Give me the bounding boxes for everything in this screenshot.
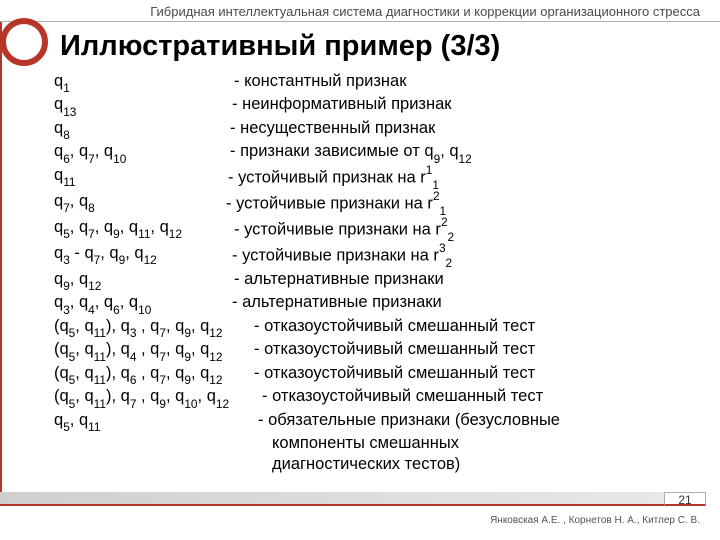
row-right: - альтернативные признаки — [234, 269, 444, 292]
row-left: q9, q12 — [54, 269, 234, 292]
row-right: - отказоустойчивый смешанный тест — [254, 363, 535, 386]
row-left: (q5, q11), q3 , q7, q9, q12 — [54, 316, 254, 339]
row-left: (q5, q11), q7 , q9, q10, q12 — [54, 386, 262, 409]
row-left: q1 — [54, 71, 234, 94]
row-left: q7, q8 — [54, 191, 226, 217]
row-right: - константный признак — [234, 71, 406, 94]
content-row: q8- несущественный признак — [54, 118, 700, 141]
row-left: q5, q11 — [54, 410, 258, 433]
row-right: - отказоустойчивый смешанный тест — [254, 316, 535, 339]
row-left: q6, q7, q10 — [54, 141, 230, 164]
row-right: - устойчивые признаки на r32 — [232, 243, 452, 269]
row-left: q5, q7, q9, q11, q12 — [54, 217, 234, 243]
content-body: q1- константный признакq13- неинформатив… — [0, 69, 720, 475]
content-row: q11- устойчивый признак на r11 — [54, 165, 700, 191]
row-right: - устойчивый признак на r11 — [228, 165, 439, 191]
row-right: - обязательные признаки (безусловные — [258, 410, 560, 433]
row-left: (q5, q11), q6 , q7, q9, q12 — [54, 363, 254, 386]
logo-icon — [0, 18, 48, 66]
content-row: q5, q7, q9, q11, q12- устойчивые признак… — [54, 217, 700, 243]
row-right: - устойчивые признаки на r22 — [234, 217, 454, 243]
bar-gradient — [0, 492, 664, 506]
content-row: q6, q7, q10- признаки зависимые от q9, q… — [54, 141, 700, 164]
row-left: q11 — [54, 165, 228, 191]
row-left: (q5, q11), q4 , q7, q9, q12 — [54, 339, 254, 362]
accent-edge — [0, 22, 2, 492]
row-right: - отказоустойчивый смешанный тест — [254, 339, 535, 362]
page-title: Иллюстративный пример (3/3) — [0, 22, 720, 69]
content-row: q5, q11- обязательные признаки (безуслов… — [54, 410, 700, 433]
content-row: q1- константный признак — [54, 71, 700, 94]
content-row: q13- неинформативный признак — [54, 94, 700, 117]
row-left: q3 - q7, q9, q12 — [54, 243, 232, 269]
content-row: (q5, q11), q3 , q7, q9, q12- отказоустой… — [54, 316, 700, 339]
row-left: q8 — [54, 118, 230, 141]
page-number-box: 21 — [664, 492, 706, 506]
row-right: - отказоустойчивый смешанный тест — [262, 386, 543, 409]
row-right: - устойчивые признаки на r21 — [226, 191, 446, 217]
content-row: q9, q12- альтернативные признаки — [54, 269, 700, 292]
content-row: q7, q8- устойчивые признаки на r21 — [54, 191, 700, 217]
content-row: (q5, q11), q4 , q7, q9, q12- отказоустой… — [54, 339, 700, 362]
row-right: - несущественный признак — [230, 118, 435, 141]
bottom-bar: 21 — [0, 492, 720, 506]
content-row: q3 - q7, q9, q12- устойчивые признаки на… — [54, 243, 700, 269]
row-left: q3, q4, q6, q10 — [54, 292, 232, 315]
header-section: Гибридная интеллектуальная система диагн… — [0, 0, 720, 22]
row-left: q13 — [54, 94, 232, 117]
content-row: q3, q4, q6, q10- альтернативные признаки — [54, 292, 700, 315]
footer-authors: Янковская А.Е. , Корнетов Н. А., Китлер … — [490, 515, 700, 526]
row-right: - альтернативные признаки — [232, 292, 442, 315]
content-row: (q5, q11), q6 , q7, q9, q12- отказоустой… — [54, 363, 700, 386]
content-row: (q5, q11), q7 , q9, q10, q12- отказоусто… — [54, 386, 700, 409]
header-subtitle: Гибридная интеллектуальная система диагн… — [0, 4, 720, 19]
content-tail-line: диагностических тестов) — [54, 454, 700, 475]
content-tail-line: компоненты смешанных — [54, 433, 700, 454]
row-right: - неинформативный признак — [232, 94, 452, 117]
row-right: - признаки зависимые от q9, q12 — [230, 141, 472, 164]
